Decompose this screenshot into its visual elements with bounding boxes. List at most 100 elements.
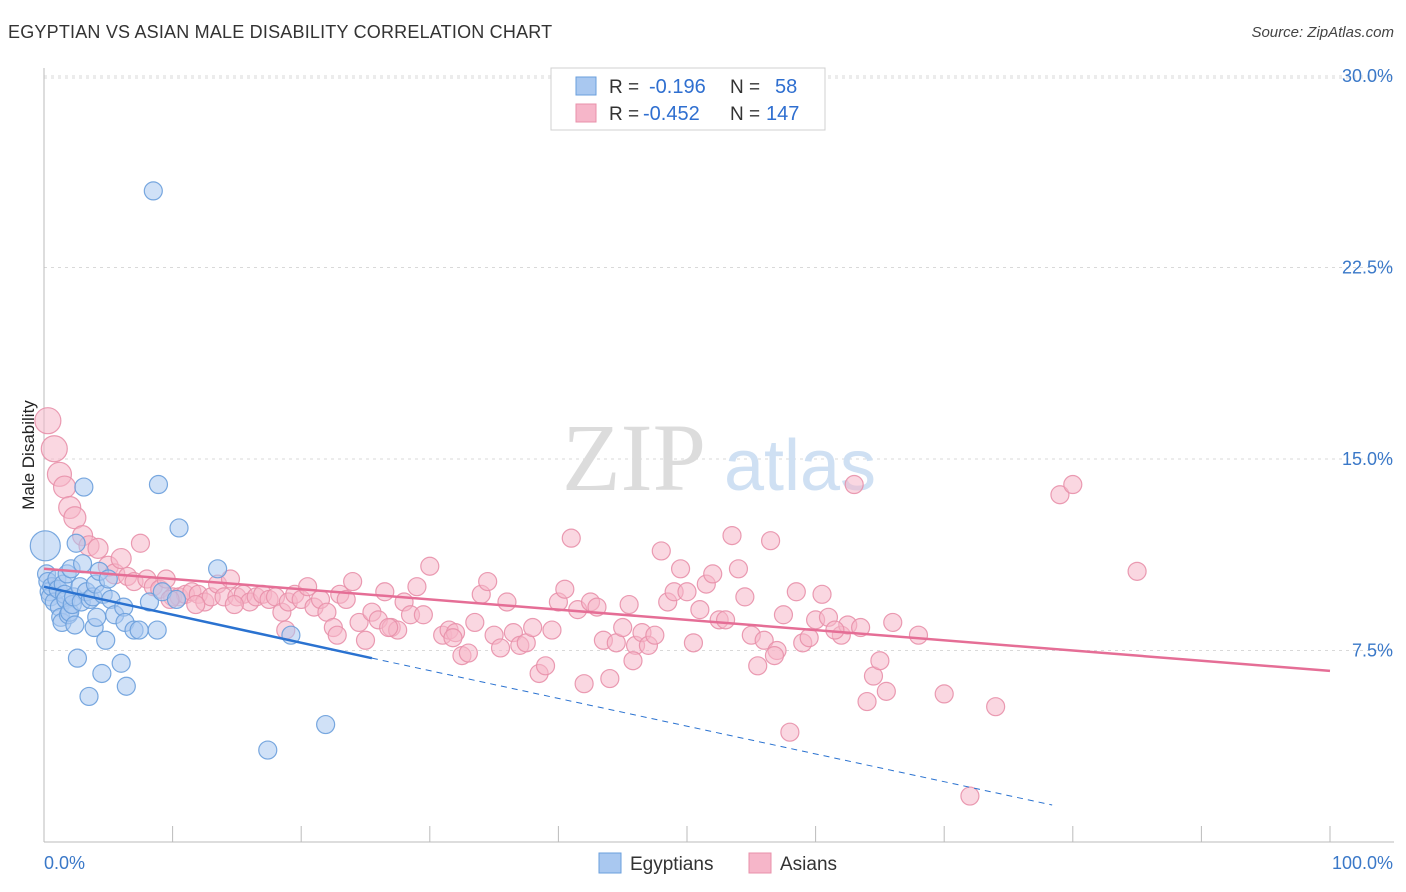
asian-point — [349, 612, 369, 633]
legend-asians-swatch — [748, 852, 772, 874]
egyptian-point — [316, 714, 336, 735]
egyptian-point — [96, 630, 116, 650]
bottom-legend: Egyptians Asians — [598, 852, 837, 875]
asian-point — [883, 612, 903, 633]
axes — [43, 68, 1394, 843]
asian-point — [670, 559, 691, 579]
asian-point — [574, 674, 594, 694]
asian-point — [1050, 485, 1070, 505]
asian-point — [645, 625, 665, 645]
n-label-egyptians: N = — [730, 77, 760, 98]
asian-point — [478, 571, 498, 592]
egyptian-point — [116, 676, 136, 696]
r-value-asians: -0.452 — [643, 103, 700, 125]
asian-point — [110, 547, 132, 570]
asian-point — [420, 556, 440, 576]
asian-point — [786, 582, 806, 602]
asian-point — [443, 628, 463, 648]
asian-point — [561, 528, 581, 548]
asian-point — [934, 684, 954, 704]
egyptian-point — [258, 740, 278, 760]
egyptian-point — [129, 620, 149, 640]
egyptian-point — [139, 592, 160, 612]
asian-point — [130, 533, 151, 553]
egyptian-point — [29, 530, 61, 562]
egyptian-point — [67, 648, 88, 668]
asian-point — [986, 697, 1006, 717]
asian-point — [623, 651, 643, 671]
n-value-egyptians: 58 — [775, 76, 797, 98]
x-tick-label-min: 0.0% — [44, 853, 85, 873]
egyptians-swatch — [575, 76, 597, 96]
asian-point — [336, 589, 356, 610]
asian-point — [555, 579, 575, 599]
asian-point — [908, 625, 929, 645]
stats-legend: R = -0.196 N = 58 R = -0.452 N = 147 — [550, 67, 826, 131]
asian-point — [728, 559, 749, 579]
asian-point — [40, 435, 68, 463]
asian-point — [613, 617, 633, 638]
asian-point — [780, 722, 800, 742]
asian-point — [490, 638, 511, 658]
asian-point — [812, 584, 832, 604]
egyptian-point — [87, 607, 107, 627]
egyptians-points — [29, 181, 336, 760]
asian-point — [857, 691, 877, 712]
egyptian-point — [169, 518, 189, 538]
egyptian-point — [65, 615, 85, 635]
asian-point — [600, 668, 620, 689]
legend-asians-label: Asians — [780, 854, 837, 875]
y-tick-label: 22.5% — [1342, 258, 1393, 278]
egyptian-point — [111, 653, 131, 673]
asian-point — [683, 633, 704, 653]
asian-point — [375, 582, 395, 602]
y-axis-label: Male Disability — [19, 400, 38, 510]
egyptian-point — [66, 533, 86, 553]
asian-point — [343, 571, 363, 592]
r-label-egyptians: R = — [609, 77, 639, 98]
asian-point — [960, 786, 980, 806]
gridlines — [44, 75, 1394, 651]
tick-labels: 7.5% 15.0% 22.5% 30.0% 0.0% 100.0% — [44, 66, 1393, 873]
asian-point — [844, 474, 864, 495]
asian-point — [407, 577, 427, 597]
asian-point — [715, 610, 736, 630]
asian-point — [760, 531, 781, 551]
chart-title: EGYPTIAN VS ASIAN MALE DISABILITY CORREL… — [8, 22, 553, 42]
asian-point — [224, 594, 244, 615]
asian-point — [465, 612, 485, 633]
n-value-asians: 147 — [766, 103, 799, 125]
egyptians-trend-line — [43, 585, 373, 660]
asian-point — [186, 594, 206, 615]
asian-point — [722, 525, 742, 546]
egyptian-point — [143, 181, 163, 201]
egyptians-trend-extension — [371, 657, 1053, 806]
asian-point — [851, 617, 871, 638]
asian-point — [355, 630, 376, 650]
watermark-zip: ZIP — [562, 404, 706, 511]
egyptian-point — [72, 554, 93, 574]
x-tick-label-max: 100.0% — [1332, 853, 1393, 873]
y-tick-label: 15.0% — [1342, 449, 1393, 469]
asian-point — [379, 617, 399, 638]
asian-point — [542, 620, 562, 640]
egyptian-point — [74, 477, 94, 497]
asian-point — [764, 646, 785, 666]
n-label-asians: N = — [730, 104, 760, 125]
asian-point — [619, 594, 639, 615]
asian-point — [52, 475, 77, 499]
watermark: ZIP atlas — [562, 404, 876, 511]
egyptian-point — [79, 686, 99, 707]
asian-point — [523, 617, 543, 638]
legend-egyptians-label: Egyptians — [630, 854, 713, 875]
asian-point — [754, 630, 774, 650]
asian-point — [87, 537, 109, 559]
egyptian-point — [208, 559, 228, 579]
asian-point — [703, 564, 723, 584]
egyptian-point — [92, 663, 112, 684]
asian-point — [535, 656, 556, 676]
asian-point — [876, 681, 896, 701]
asian-point — [327, 625, 347, 645]
asian-point — [748, 656, 768, 676]
